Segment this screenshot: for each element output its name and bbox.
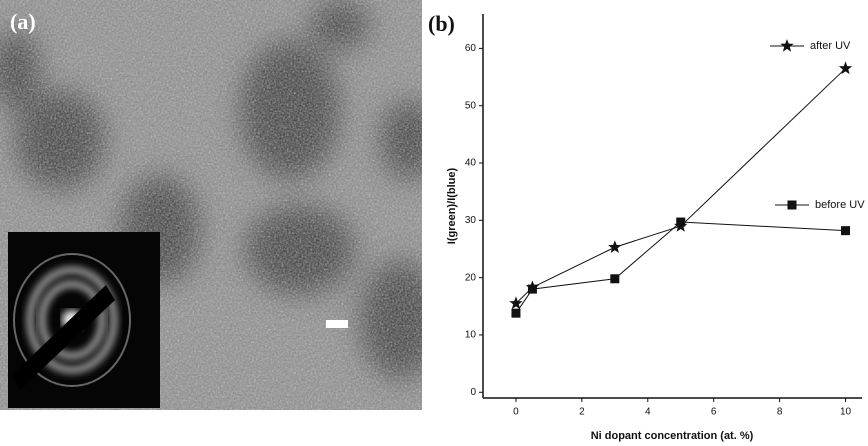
x-tick-label: 6 xyxy=(711,407,717,418)
x-tick-label: 4 xyxy=(645,407,651,418)
y-tick-label: 30 xyxy=(465,215,477,226)
square-marker xyxy=(511,308,521,318)
y-tick-label: 50 xyxy=(465,100,477,111)
y-tick-label: 20 xyxy=(465,272,477,283)
legend-label: before UV xyxy=(815,199,865,211)
y-tick-label: 60 xyxy=(465,43,477,54)
y-axis-title: I(green)/I(blue) xyxy=(446,167,458,244)
star-marker xyxy=(509,296,523,310)
y-tick-label: 0 xyxy=(470,387,476,398)
x-axis-title: Ni dopant concentration (at. %) xyxy=(591,430,754,442)
square-marker xyxy=(610,274,620,284)
diffraction-inset xyxy=(8,232,160,408)
series-line xyxy=(515,68,846,304)
star-marker xyxy=(838,61,853,75)
panel-label: (a) xyxy=(10,9,36,34)
legend-label: after UV xyxy=(810,40,851,52)
tem-image xyxy=(0,0,422,410)
series-line xyxy=(515,221,846,314)
square-marker xyxy=(841,226,851,236)
x-tick-label: 10 xyxy=(840,407,852,418)
x-tick-label: 0 xyxy=(513,407,519,418)
square-marker xyxy=(676,217,686,227)
x-tick-label: 2 xyxy=(579,407,585,418)
star-marker xyxy=(780,39,794,52)
square-marker xyxy=(527,284,537,294)
panel-label: (b) xyxy=(428,11,455,36)
square-marker xyxy=(787,200,797,210)
y-tick-label: 40 xyxy=(465,158,477,169)
star-marker xyxy=(608,240,622,253)
y-tick-label: 10 xyxy=(465,330,477,341)
x-tick-label: 8 xyxy=(777,407,783,418)
